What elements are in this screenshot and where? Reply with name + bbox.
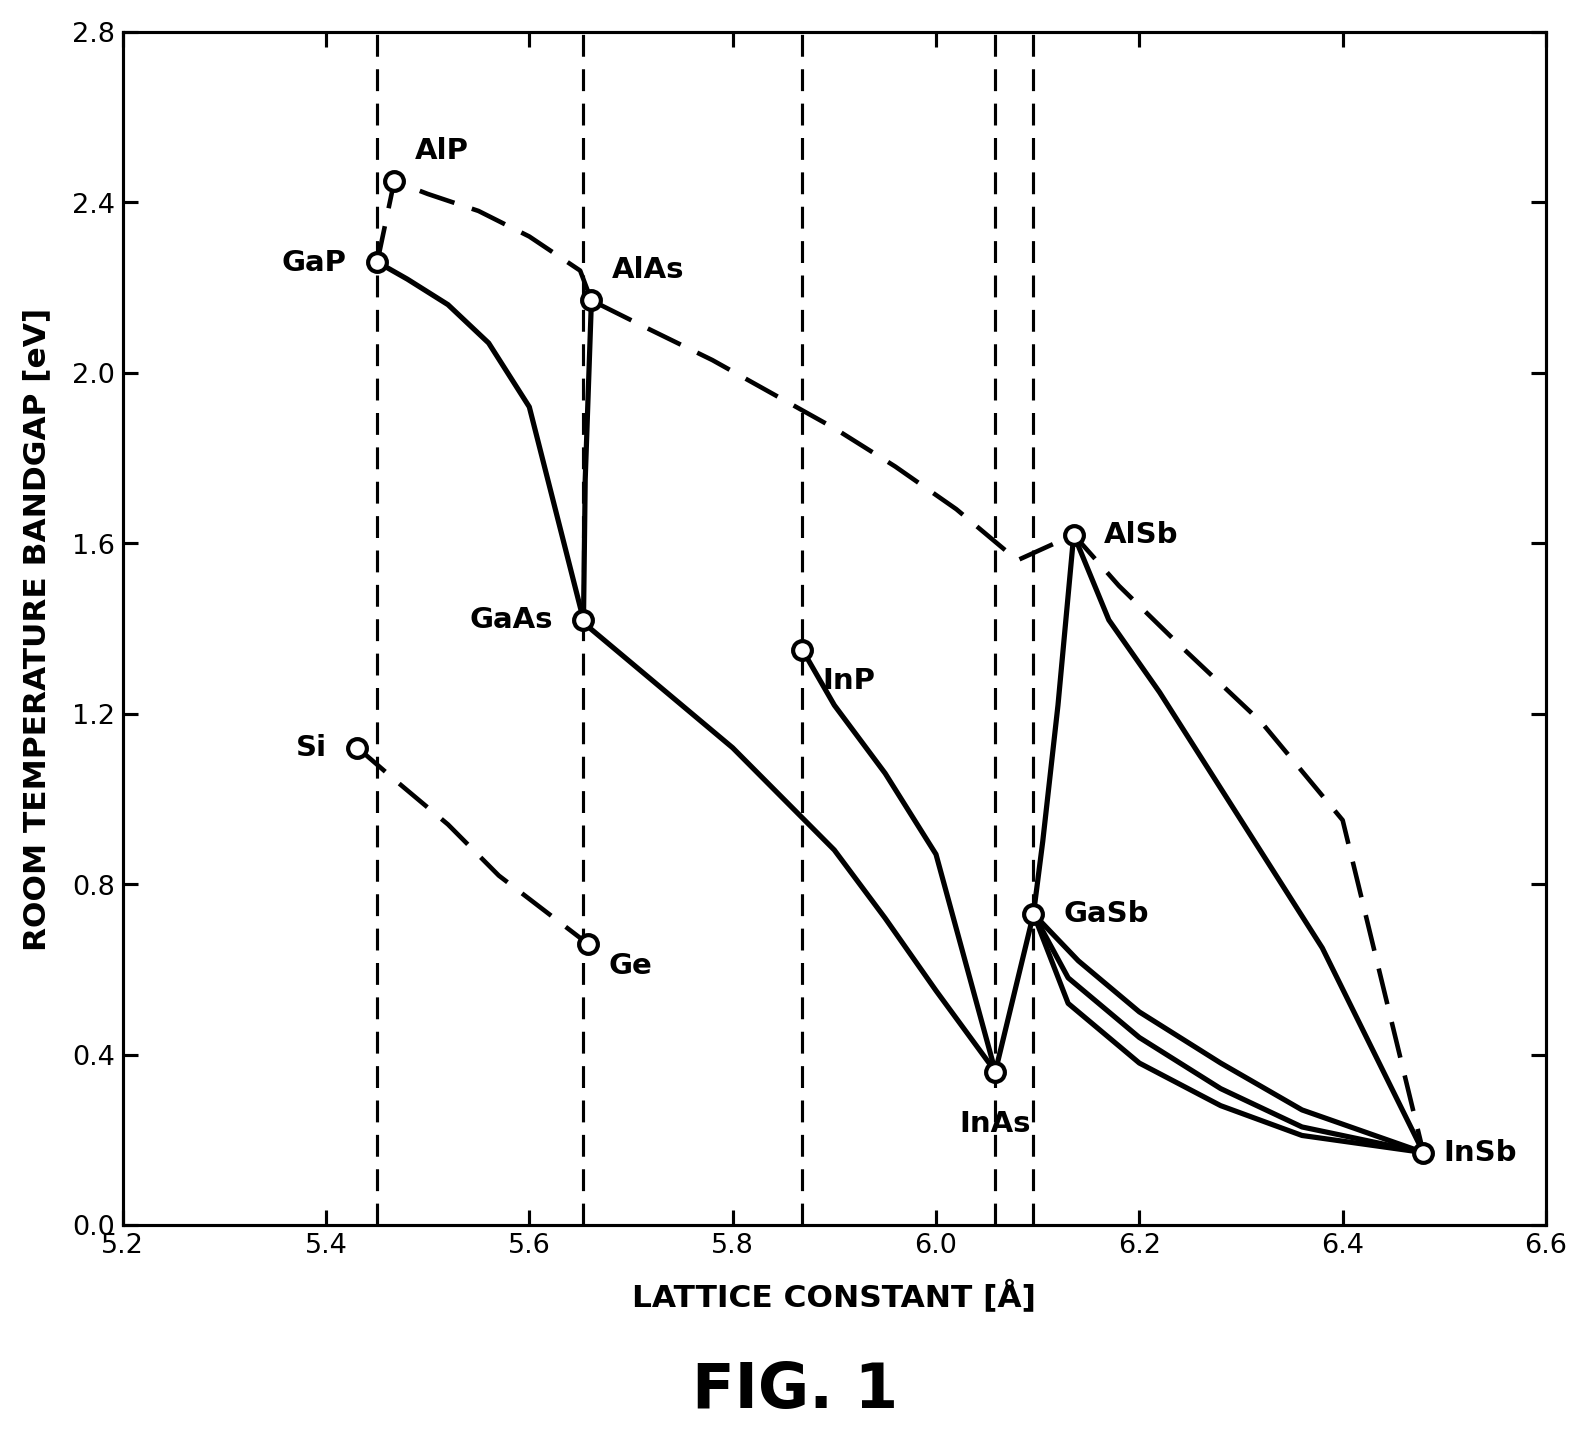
Text: GaP: GaP (281, 248, 347, 277)
Text: FIG. 1: FIG. 1 (692, 1360, 898, 1421)
Text: GaAs: GaAs (469, 606, 553, 634)
Text: Ge: Ge (607, 951, 652, 979)
Text: InP: InP (822, 667, 876, 695)
Text: GaSb: GaSb (1064, 900, 1150, 928)
Text: InAs: InAs (960, 1111, 1030, 1138)
X-axis label: LATTICE CONSTANT [Å]: LATTICE CONSTANT [Å] (633, 1279, 1037, 1312)
Text: AlAs: AlAs (612, 255, 684, 284)
Y-axis label: ROOM TEMPERATURE BANDGAP [eV]: ROOM TEMPERATURE BANDGAP [eV] (22, 307, 51, 950)
Text: InSb: InSb (1444, 1138, 1517, 1167)
Text: Si: Si (296, 735, 328, 762)
Text: AlP: AlP (415, 136, 469, 165)
Text: AlSb: AlSb (1103, 521, 1178, 550)
